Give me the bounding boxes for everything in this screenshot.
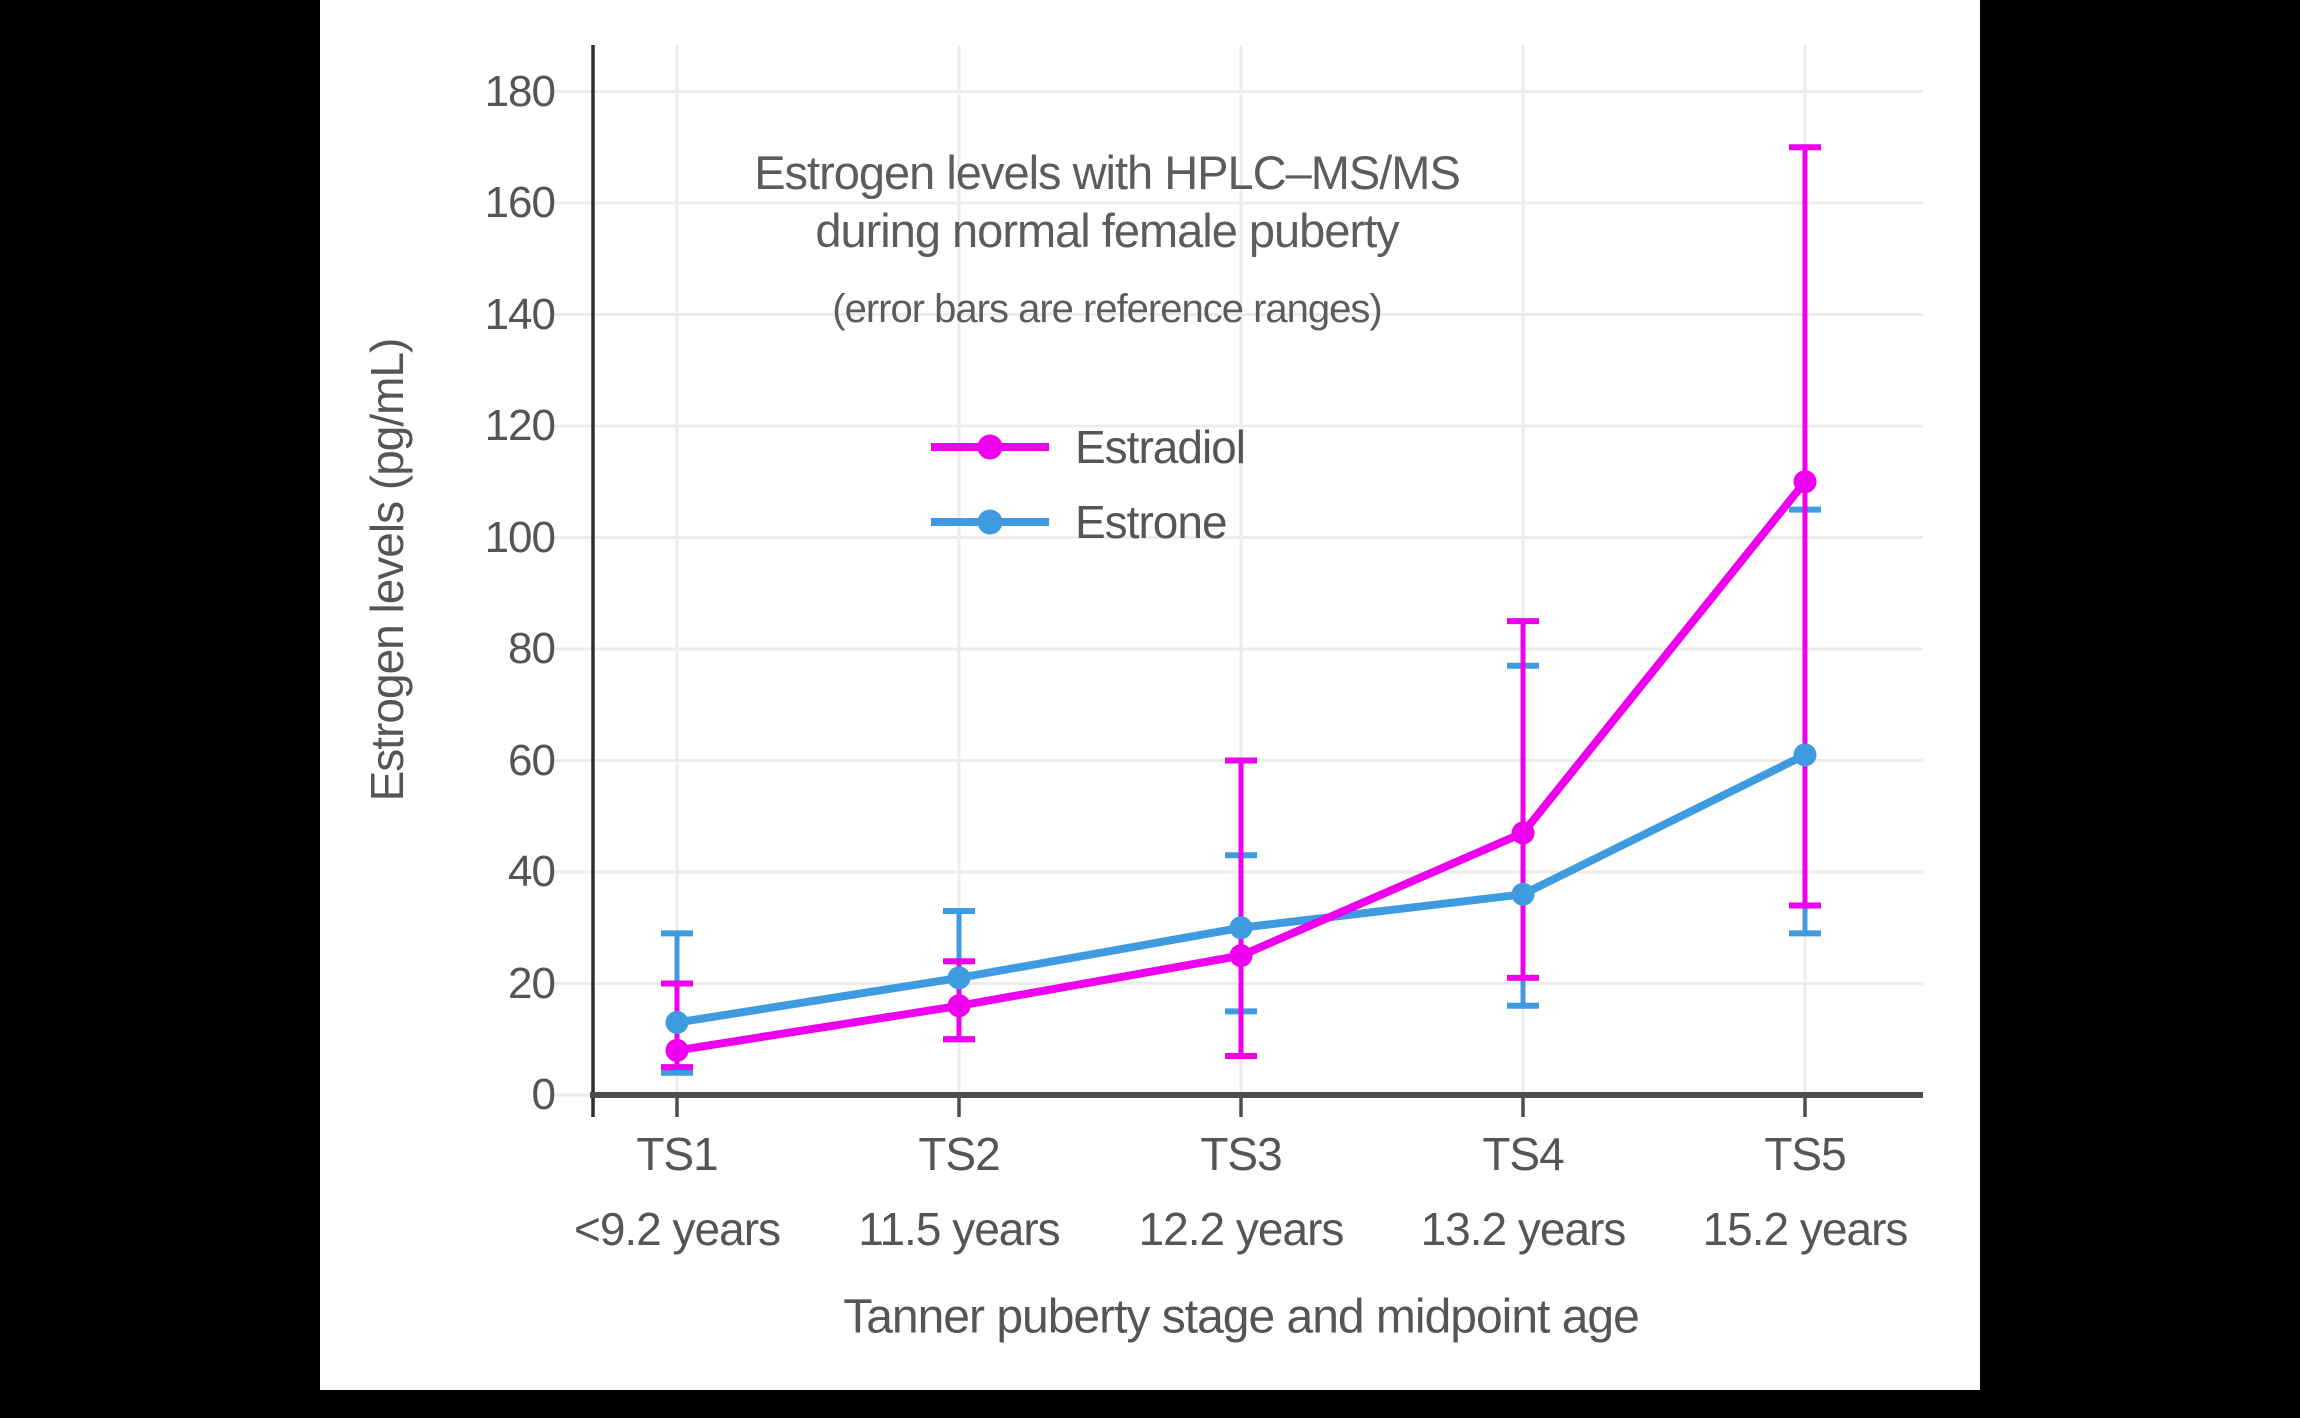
chart-subtitle: (error bars are reference ranges) [832,287,1382,331]
y-tick-label-0: 0 [531,1070,556,1119]
y-tick-label-20: 20 [508,958,556,1008]
chart-title-line2: during normal female puberty [815,204,1399,257]
x-tick-label-ts3: TS3 [1200,1128,1282,1180]
legend-label-estradiol: Estradiol [1075,420,1246,473]
x-tick-sublabel-ts4: 13.2 years [1420,1203,1627,1255]
legend-item-estrone: Estrone [930,484,1245,559]
series-marker-estrone [947,966,971,990]
y-tick-label-40: 40 [508,847,556,896]
series-marker-estrone [665,1011,689,1035]
series-marker-estradiol [665,1038,689,1062]
chart-title-block: Estrogen levels with HPLC–MS/MS during n… [754,144,1461,338]
x-tick-label-ts4: TS4 [1482,1128,1564,1180]
series-marker-estradiol [947,994,971,1018]
y-tick-label-160: 160 [484,178,556,227]
x-axis-title: Tanner puberty stage and midpoint age [843,1290,1640,1344]
x-tick-sublabel-ts1: <9.2 years [573,1203,781,1255]
y-tick-label-140: 140 [484,289,556,339]
y-tick-label-80: 80 [508,624,556,673]
x-tick-sublabel-ts2: 11.5 years [858,1203,1060,1255]
series-marker-estradiol [1229,944,1253,968]
legend-item-estradiol: Estradiol [930,409,1246,484]
plot-svg [551,45,1923,1117]
series-marker-estrone [1511,882,1535,906]
x-tick-sublabel-ts5: 15.2 years [1702,1203,1909,1255]
legend-swatch-estradiol-icon [931,434,1049,459]
legend-label-estrone: Estrone [1075,495,1228,548]
x-tick-label-ts5: TS5 [1764,1128,1846,1180]
x-tick-label-ts2: TS2 [918,1128,1000,1180]
series-marker-estrone [1793,743,1817,767]
chart-canvas: Estrogen levels with HPLC–MS/MS during n… [320,0,1980,1390]
series-marker-estrone [1229,916,1253,940]
x-tick-sublabel-ts3: 12.2 years [1138,1203,1345,1255]
y-tick-label-180: 180 [484,66,556,116]
y-tick-label-120: 120 [484,401,556,450]
x-tick-label-ts1: TS1 [636,1128,718,1180]
series-marker-estradiol [1793,470,1817,494]
legend: Estradiol Estrone [930,409,1246,559]
series-marker-estradiol [1511,821,1535,845]
legend-swatch-estrone-icon [931,509,1049,534]
y-tick-label-100: 100 [484,512,556,562]
chart-title-line1: Estrogen levels with HPLC–MS/MS [754,146,1461,199]
y-tick-label-60: 60 [508,735,556,785]
